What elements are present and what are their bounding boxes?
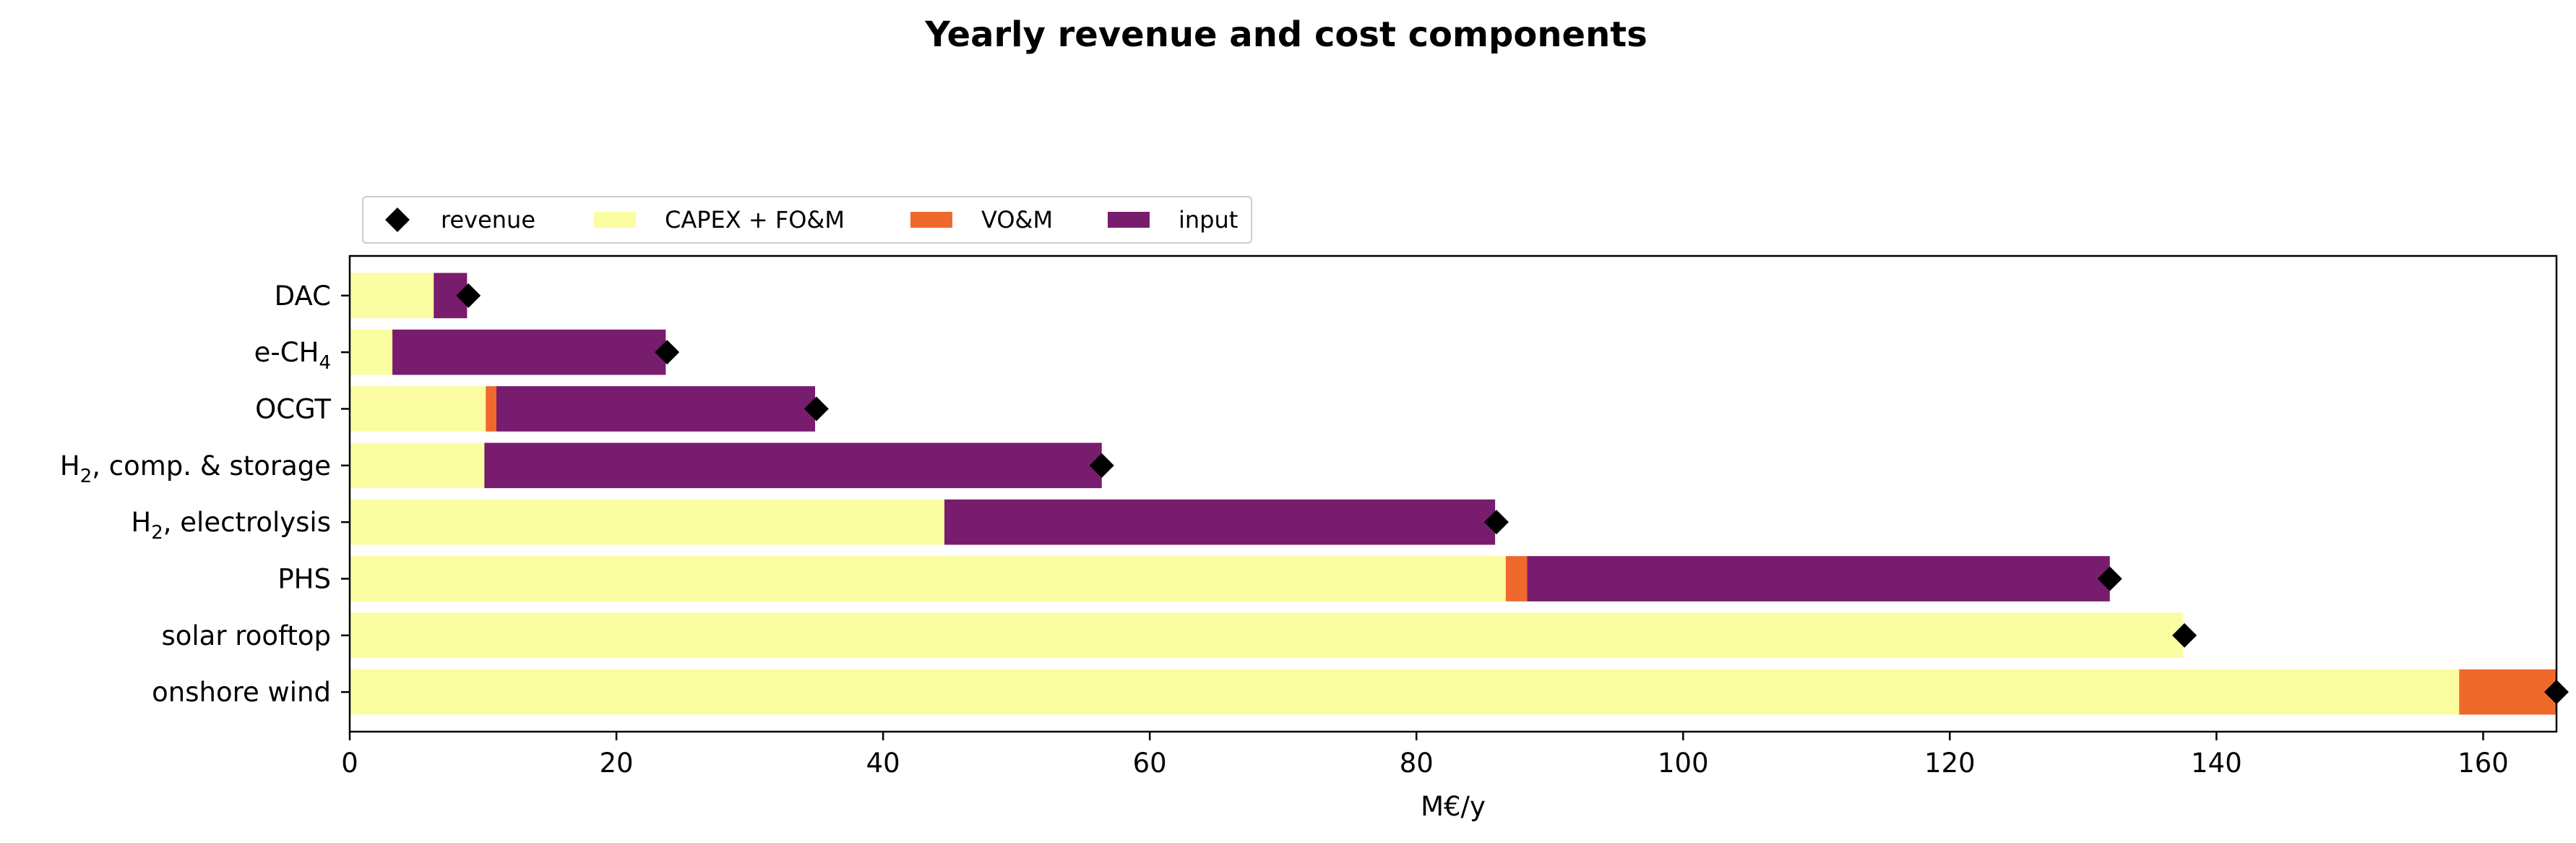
legend-swatch xyxy=(910,212,952,228)
bar-segment xyxy=(484,442,1102,489)
x-tick-label: 160 xyxy=(2457,748,2509,779)
legend-frame xyxy=(362,196,1252,244)
revenue-marker xyxy=(2097,566,2122,591)
y-tick-label: onshore wind xyxy=(152,677,331,708)
y-tick-label: e-CH4 xyxy=(254,337,331,374)
legend: revenue CAPEX + FO&M VO&M input xyxy=(362,196,1252,244)
legend-swatch xyxy=(594,212,636,228)
bar-segment xyxy=(350,556,1506,602)
x-tick-label: 80 xyxy=(1400,748,1434,779)
revenue-marker xyxy=(456,283,481,308)
plot-frame xyxy=(348,254,2558,733)
y-tick-label: H2, comp. & storage xyxy=(60,450,331,487)
x-tick-label: 40 xyxy=(866,748,900,779)
bars-layer xyxy=(350,273,2556,715)
bar-segment xyxy=(350,442,485,489)
bar-segment xyxy=(486,386,496,432)
legend-marker xyxy=(385,207,410,232)
bar-segment xyxy=(1527,556,2110,602)
revenue-marker xyxy=(2172,622,2197,648)
x-tick-label: 0 xyxy=(341,748,358,779)
bar-segment xyxy=(1505,556,1528,602)
y-tick-label: PHS xyxy=(277,564,331,595)
bar-segment xyxy=(496,386,816,432)
revenue-marker xyxy=(1483,510,1509,535)
bar-segment xyxy=(392,329,666,375)
legend-label: VO&M xyxy=(981,206,1053,234)
x-tick-label: 140 xyxy=(2191,748,2242,779)
bar-segment xyxy=(350,499,945,545)
legend-label: CAPEX + FO&M xyxy=(665,206,845,234)
x-tick-label: 20 xyxy=(600,748,634,779)
bar-segment xyxy=(350,273,434,319)
bar-segment xyxy=(350,329,393,375)
chart-title: Yearly revenue and cost components xyxy=(924,14,1647,55)
x-tick-label: 60 xyxy=(1133,748,1167,779)
revenue-marker xyxy=(1089,453,1114,478)
y-tick-label: DAC xyxy=(275,281,331,312)
revenue-marker xyxy=(655,340,680,365)
revenue-markers-layer xyxy=(456,283,2569,705)
x-axis-label: M€/y xyxy=(1421,791,1486,822)
x-axis: 0 20 40 60 80 100 120 140 160 xyxy=(341,732,2509,779)
y-axis: DAC e-CH4 OCGT H2, comp. & storage H2, elect… xyxy=(60,281,350,708)
legend-label: input xyxy=(1179,206,1238,234)
bar-segment xyxy=(350,612,2184,659)
bar-segment xyxy=(2459,669,2556,715)
legend-swatch xyxy=(1108,212,1150,228)
y-tick-label: OCGT xyxy=(255,394,331,425)
revenue-marker xyxy=(804,396,829,422)
x-tick-label: 100 xyxy=(1658,748,1709,779)
bar-segment xyxy=(350,669,2460,715)
y-tick-label: H2, electrolysis xyxy=(131,507,331,544)
bar-segment xyxy=(944,499,1496,545)
legend-label: revenue xyxy=(441,206,535,234)
bar-segment xyxy=(350,386,486,432)
y-tick-label: solar rooftop xyxy=(161,620,331,651)
x-tick-label: 120 xyxy=(1924,748,1976,779)
